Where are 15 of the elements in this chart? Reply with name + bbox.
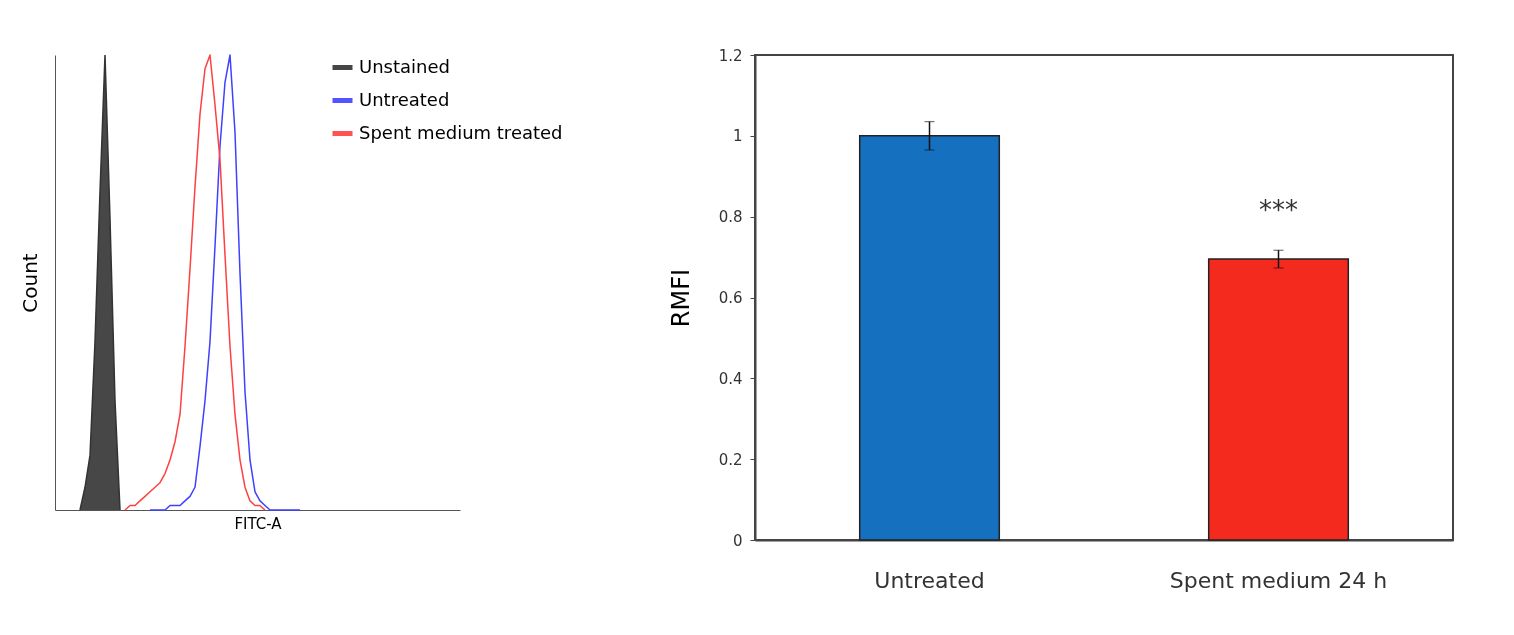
- legend-label: Unstained: [359, 55, 450, 77]
- y-tick-label: 1.2: [718, 46, 743, 65]
- y-tick-label: 0.6: [718, 289, 743, 307]
- y-axis-title: Count: [17, 253, 42, 313]
- legend-label: Untreated: [359, 88, 450, 110]
- y-tick-label: 0.4: [718, 369, 743, 388]
- x-axis-title: FITC-A: [234, 514, 283, 533]
- x-tick-label: Spent medium 24 h: [1169, 567, 1388, 593]
- y-tick-label: 0: [732, 531, 743, 550]
- y-axis-title: RMFI: [666, 268, 695, 328]
- y-tick-label: 0.2: [718, 450, 743, 469]
- y-tick-label: 1: [732, 127, 743, 146]
- annotation: ***: [1259, 195, 1298, 226]
- legend-label: Spent medium treated: [359, 121, 563, 143]
- y-tick-label: 0.8: [718, 208, 743, 227]
